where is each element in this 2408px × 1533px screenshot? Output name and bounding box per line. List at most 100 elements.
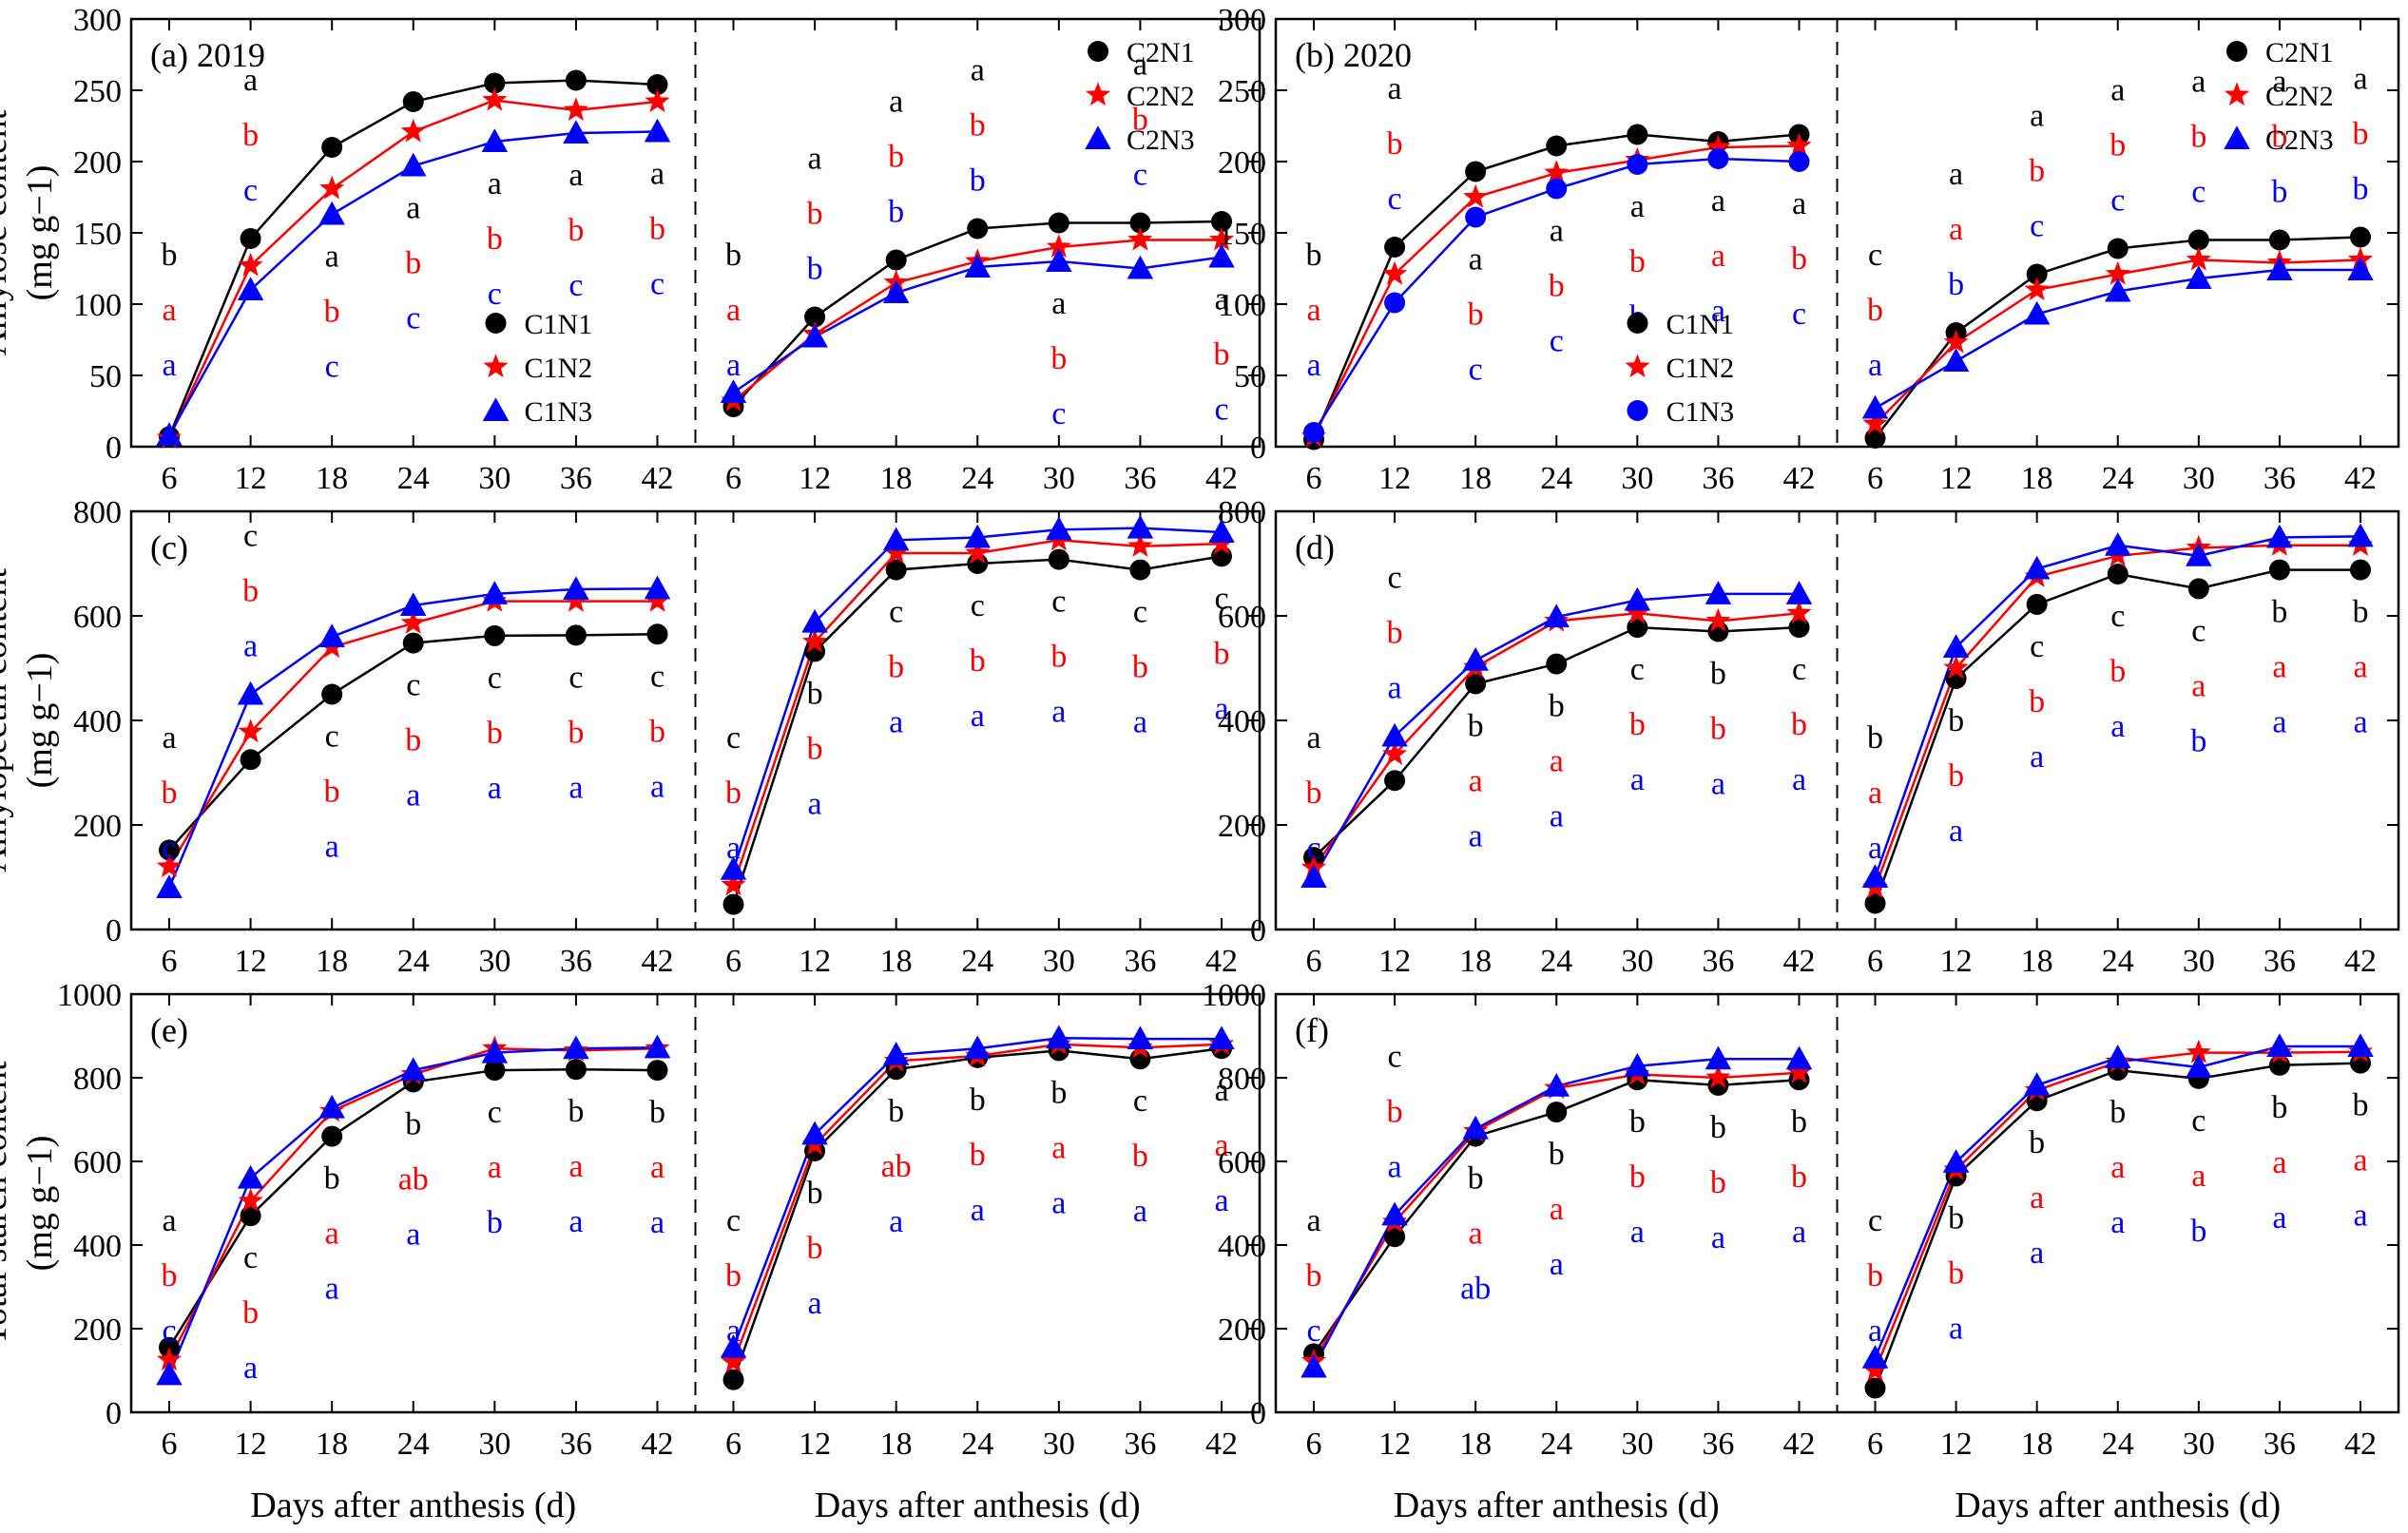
x-tick-label: 12 xyxy=(1378,461,1411,496)
sig-letter: b xyxy=(1549,269,1565,304)
data-point-C1N1 xyxy=(402,91,424,112)
x-tick-label: 6 xyxy=(1306,944,1322,979)
sig-letter: a xyxy=(1711,239,1725,274)
x-tick-label: 30 xyxy=(1621,1427,1653,1462)
sig-letter: b xyxy=(649,212,665,247)
sig-letter: a xyxy=(1550,744,1564,779)
x-tick-label: 6 xyxy=(1867,461,1883,496)
sig-letter: a xyxy=(2030,1236,2044,1271)
data-point-C2N1 xyxy=(722,893,744,915)
data-point-C1N2 xyxy=(156,1347,183,1371)
data-point-C1N3 xyxy=(237,277,264,300)
data-point-C2N2 xyxy=(802,628,828,653)
sig-letter: c xyxy=(1214,393,1228,428)
x-tick-label: 6 xyxy=(725,944,742,979)
sig-letter: b xyxy=(1629,244,1646,279)
x-tick-label: 24 xyxy=(397,944,430,979)
y-tick-label: 300 xyxy=(1218,3,1266,38)
data-point-C1N3 xyxy=(644,1034,671,1059)
sig-letter: a xyxy=(650,1205,665,1240)
sig-letter: b xyxy=(2190,723,2206,758)
sig-letter: b xyxy=(1629,707,1646,742)
sig-letter: b xyxy=(1948,1255,1964,1291)
x-tick-label: 6 xyxy=(1306,1427,1322,1462)
sig-letter: c xyxy=(1550,324,1564,359)
x-tick-label: 36 xyxy=(2264,944,2296,979)
data-point-C2N1 xyxy=(967,218,989,240)
x-tick-label: 18 xyxy=(1459,944,1492,979)
data-point-C2N1 xyxy=(2350,559,2371,581)
sig-letter: a xyxy=(726,348,741,383)
y-tick-label: 100 xyxy=(1218,288,1266,323)
sig-letter: a xyxy=(1469,819,1483,854)
x-tick-label: 42 xyxy=(1783,944,1816,979)
data-point-C1N1 xyxy=(646,623,668,645)
data-point-C2N3 xyxy=(2186,1054,2212,1078)
legend-label: C2N2 xyxy=(1127,81,1195,112)
data-point-C2N2 xyxy=(1046,234,1071,259)
data-point-C1N2 xyxy=(1382,260,1408,285)
panel-label: (c) xyxy=(150,528,188,566)
data-point-C1N3 xyxy=(1381,722,1408,747)
x-tick-label: 24 xyxy=(961,1427,993,1462)
data-point-C2N3 xyxy=(2266,524,2293,548)
legend-label: C1N1 xyxy=(1666,309,1735,340)
data-point-C1N1 xyxy=(1384,770,1406,792)
sig-letter: c xyxy=(243,173,258,208)
data-point-C2N2 xyxy=(883,540,909,565)
sig-letter: c xyxy=(406,668,420,703)
sig-letter: a xyxy=(808,786,822,821)
data-point-C1N1 xyxy=(1384,237,1406,258)
sig-letter: b xyxy=(242,1295,259,1331)
legend-marker-C1N3 xyxy=(1627,400,1648,421)
sig-letter: a xyxy=(488,1150,502,1185)
data-point-C1N3 xyxy=(400,592,427,616)
data-point-C2N3 xyxy=(882,1042,910,1065)
sig-letter: c xyxy=(1388,182,1402,217)
sig-letter: c xyxy=(162,1313,176,1349)
x-tick-label: 6 xyxy=(1306,461,1322,496)
data-point-C2N1 xyxy=(2026,593,2048,615)
data-point-C1N1 xyxy=(646,1060,668,1082)
y-axis-title: Amylopectin content xyxy=(0,568,14,872)
data-point-C1N3 xyxy=(1300,864,1327,888)
sig-letter: b xyxy=(2109,654,2126,689)
data-point-C2N3 xyxy=(2266,1033,2293,1057)
y-axis-label: Amylopectin content (mg g−1) xyxy=(0,568,60,872)
data-point-C2N3 xyxy=(964,254,991,278)
sig-letter: c xyxy=(488,277,502,312)
sig-letter: b xyxy=(487,1205,503,1240)
data-point-C2N3 xyxy=(801,323,828,348)
sig-letter: c xyxy=(1868,238,1882,273)
sig-letter: a xyxy=(1469,764,1483,799)
sig-letter: a xyxy=(1051,1185,1066,1220)
data-point-C2N3 xyxy=(1861,1345,1889,1369)
data-point-C1N1 xyxy=(321,1125,343,1147)
data-point-C2N1 xyxy=(2268,559,2290,581)
data-point-C2N3 xyxy=(2023,300,2051,325)
data-point-C1N3 xyxy=(481,1039,509,1064)
data-point-C2N1 xyxy=(1864,428,1886,449)
sig-letter: c xyxy=(1051,584,1066,620)
data-point-C2N1 xyxy=(1864,1377,1886,1399)
data-point-C1N3 xyxy=(1705,581,1732,604)
sig-letter: c xyxy=(1214,581,1228,616)
x-tick-label: 30 xyxy=(1043,461,1075,496)
sig-letter: b xyxy=(1948,1200,1964,1236)
x-tick-label: 42 xyxy=(642,944,674,979)
x-tick-label: 36 xyxy=(1702,944,1734,979)
sig-letter: a xyxy=(2272,65,2286,100)
data-point-C2N1 xyxy=(722,1369,744,1390)
legend-label: C1N2 xyxy=(525,353,593,384)
x-tick-label: 36 xyxy=(1702,461,1734,496)
sig-letter: ab xyxy=(1460,1272,1491,1307)
sig-letter: a xyxy=(1214,1183,1228,1218)
data-point-C1N2 xyxy=(400,610,426,634)
sig-letter: b xyxy=(649,714,665,749)
sig-letter: b xyxy=(1948,267,1964,302)
data-point-C1N2 xyxy=(482,86,508,111)
x-tick-label: 18 xyxy=(2021,1427,2053,1462)
sig-letter: a xyxy=(568,770,583,805)
y-tick-label: 150 xyxy=(1218,217,1266,252)
sig-letter: b xyxy=(970,163,986,199)
